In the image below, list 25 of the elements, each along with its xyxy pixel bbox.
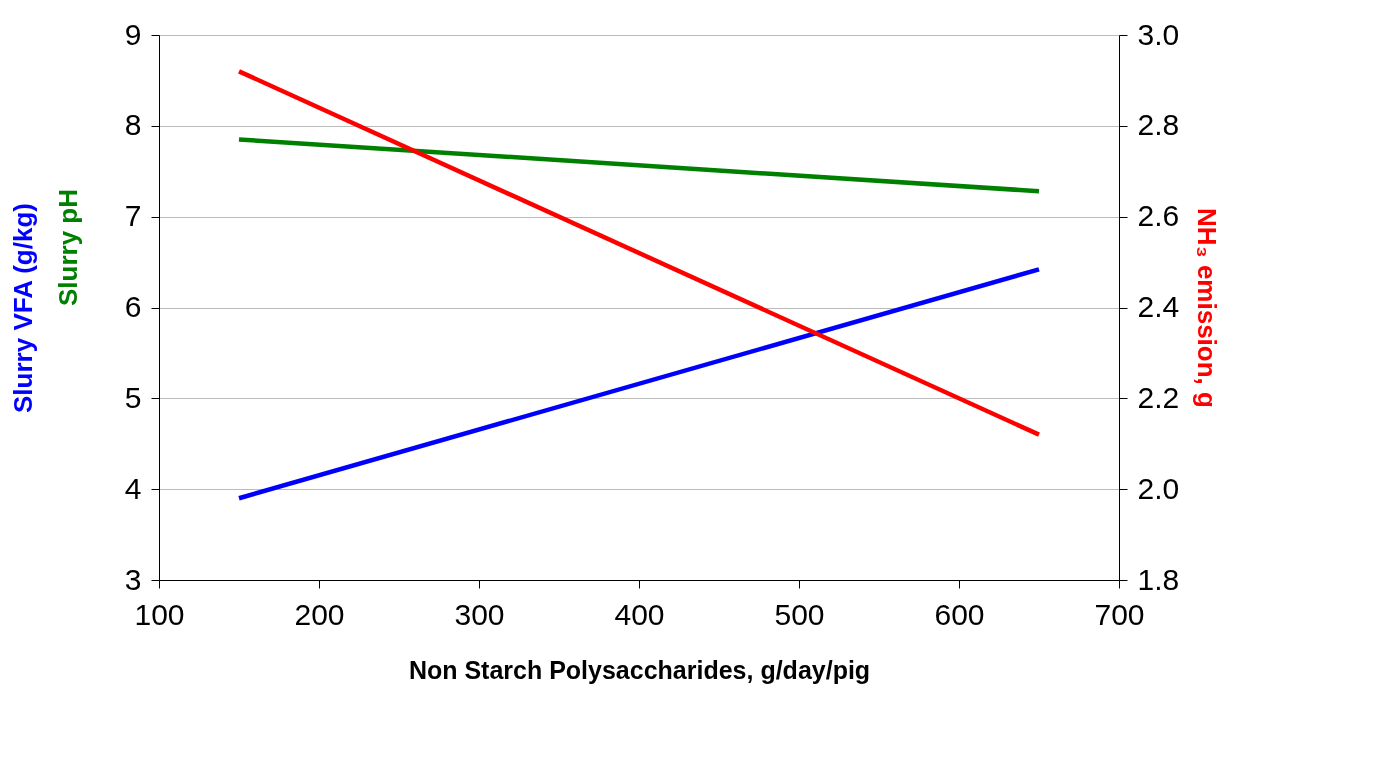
text: Slurry pH [53,188,83,307]
y2-tick-label: 2.2 [1137,380,1180,414]
y2-tick-label: 3.0 [1137,17,1180,51]
y-tick-label: 4 [124,471,142,505]
y-tick-label: 7 [124,199,142,233]
y-axis-title: Slurry VFA (g/kg) [7,203,38,413]
y-tick-label: 9 [124,17,142,51]
x-tick-label: 100 [134,597,185,631]
y-tick-label: 5 [124,380,142,414]
y2-tick-label: 2.0 [1137,471,1180,505]
x-tick-label: 700 [1094,597,1145,631]
x-tick-label: 400 [614,597,665,631]
y2-tick-label: 1.8 [1137,562,1180,596]
x-axis-title: Non Starch Polysaccharides, g/day/pig [408,655,871,684]
x-tick-label: 500 [774,597,825,631]
y-tick-label: 3 [124,562,142,596]
y-tick-label: 8 [124,108,142,142]
x-tick-label: 200 [294,597,345,631]
y2-axis-title: NH₃ emission, g [1192,208,1223,408]
x-tick-label: 300 [454,597,505,631]
y2-tick-label: 2.6 [1137,199,1180,233]
y2-tick-label: 2.4 [1137,290,1180,323]
y2-tick-label: 2.8 [1137,108,1180,142]
x-tick-label: 600 [934,597,985,631]
y-tick-label: 6 [124,290,142,323]
